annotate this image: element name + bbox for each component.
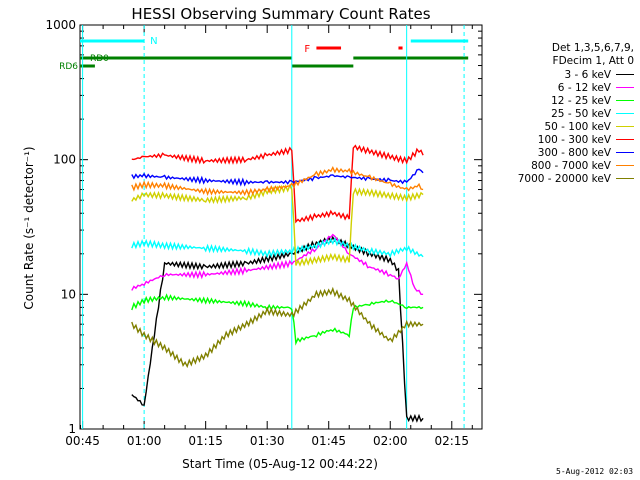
x-tick-label-2: 01:15 <box>188 434 223 448</box>
legend-swatch <box>616 126 634 127</box>
chart-title: HESSI Observing Summary Count Rates <box>131 5 430 23</box>
footer-timestamp: 5-Aug-2012 02:03 <box>556 467 634 476</box>
legend-swatch <box>616 178 634 179</box>
legend-swatch <box>616 100 634 101</box>
legend-entry-label: 50 - 100 keV <box>544 120 611 133</box>
series-line-7 <box>131 166 424 197</box>
legend-entry: 3 - 6 keV <box>488 68 634 81</box>
y-tick-label-2: 100 <box>53 153 76 167</box>
y-tick-label-0: 1 <box>68 422 76 436</box>
x-tick-label-4: 01:45 <box>311 434 346 448</box>
legend-entry: 6 - 12 keV <box>488 81 634 94</box>
legend: Det 1,3,5,6,7,9, FDecim 1, Att 0 3 - 6 k… <box>488 42 634 185</box>
legend-entry: 7000 - 20000 keV <box>488 172 634 185</box>
legend-entry: 300 - 800 keV <box>488 146 634 159</box>
series-line-1 <box>131 233 424 295</box>
series-line-4 <box>131 183 424 267</box>
legend-header-line-1: Det 1,3,5,6,7,9, <box>551 42 634 54</box>
legend-entry: 100 - 300 keV <box>488 133 634 146</box>
legend-swatch <box>616 113 634 114</box>
rd0-flag-label: RD0 <box>90 54 109 64</box>
legend-entry-label: 25 - 50 keV <box>551 107 611 120</box>
legend-entry-label: 100 - 300 keV <box>537 133 611 146</box>
legend-entry-label: 3 - 6 keV <box>564 68 611 81</box>
series-line-3 <box>131 236 424 259</box>
legend-entry: 25 - 50 keV <box>488 107 634 120</box>
x-tick-label-0: 00:45 <box>65 434 100 448</box>
axis-ticks: 00:45 01:00 01:15 01:30 01:45 02:00 02:15 1 10 10… <box>45 18 482 448</box>
legend-swatch <box>616 74 634 75</box>
plot-frame <box>79 24 483 430</box>
x-tick-label-5: 02:00 <box>373 434 408 448</box>
legend-entry-label: 6 - 12 keV <box>557 81 611 94</box>
legend-swatch <box>616 152 634 153</box>
y-axis-label: Count Rate (s⁻¹ detector⁻¹) <box>22 146 36 309</box>
x-axis-label: Start Time (05-Aug-12 00:44:22) <box>182 457 378 471</box>
night-flag-label: N <box>150 36 157 47</box>
legend-entry-label: 12 - 25 keV <box>551 94 611 107</box>
y-tick-label-3: 1000 <box>45 18 76 32</box>
legend-header-line-2: FDecim 1, Att 0 <box>552 55 634 67</box>
legend-entries: 3 - 6 keV 6 - 12 keV 12 - 25 keV 25 - 50 ke… <box>488 68 634 185</box>
legend-entry-label: 7000 - 20000 keV <box>517 172 611 185</box>
legend-entry-label: 800 - 7000 keV <box>531 159 611 172</box>
legend-swatch <box>616 165 634 166</box>
series-lines <box>131 144 424 423</box>
series-line-2 <box>131 293 424 346</box>
x-tick-label-6: 02:15 <box>434 434 469 448</box>
series-line-8 <box>131 286 424 369</box>
series-line-5 <box>131 144 424 224</box>
legend-entry-label: 300 - 800 keV <box>537 146 611 159</box>
flare-flag-label: F <box>304 44 310 55</box>
legend-entry: 12 - 25 keV <box>488 94 634 107</box>
x-tick-label-3: 01:30 <box>250 434 285 448</box>
series-line-6 <box>131 168 424 187</box>
legend-swatch <box>616 139 634 140</box>
legend-entry: 50 - 100 keV <box>488 120 634 133</box>
rd6-flag-label: RD6 <box>59 62 78 72</box>
legend-swatch <box>616 87 634 88</box>
y-tick-label-1: 10 <box>61 287 76 301</box>
x-tick-label-1: 01:00 <box>127 434 162 448</box>
legend-entry: 800 - 7000 keV <box>488 159 634 172</box>
flag-bars: N F RD0 RD6 <box>59 25 469 429</box>
